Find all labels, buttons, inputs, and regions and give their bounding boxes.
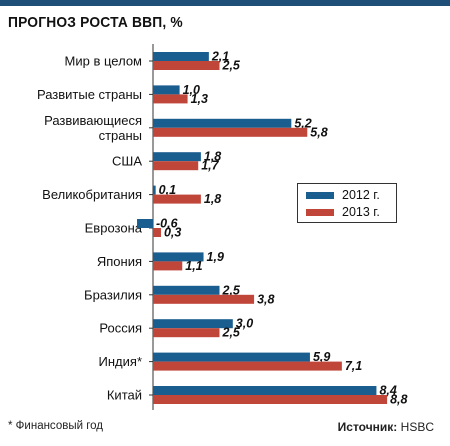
bar-2013-бразилия [153,294,255,304]
data-label-2013-развитые-страны: 1,3 [191,92,208,106]
data-label-2012-бразилия: 2,5 [222,283,241,297]
data-label-2013-мир-в-целом: 2,5 [222,59,241,73]
data-label-2013-индия: 7,1 [345,359,362,373]
bar-2013-развитые-страны [153,94,188,104]
bar-2013-китай [153,395,388,404]
bar-2012-китай [153,386,377,395]
legend-item-2013: 2013 г. [306,205,380,219]
category-label-япония: Япония [97,254,142,269]
category-label-индия: Индия* [99,354,142,369]
source-note: Источник: HSBC [338,420,434,434]
data-label-2012-япония: 1,9 [207,250,224,264]
legend-label-2012: 2012 г. [342,188,380,202]
source-value: HSBC [400,420,434,434]
data-label-2013-бразилия: 3,8 [257,292,274,306]
category-label-сша: США [112,154,142,169]
bar-2013-япония [153,261,183,271]
category-label-мир-в-целом: Мир в целом [65,54,143,69]
data-label-2013-развивающиеся-страны: 5,8 [310,125,327,139]
bar-2012-индия [153,352,310,362]
data-label-2013-россия: 2,5 [222,326,241,340]
data-label-2013-еврозона: 0,3 [164,226,181,240]
category-label-бразилия: Бразилия [84,287,142,302]
legend: 2012 г. 2013 г. [297,183,397,223]
bar-2013-еврозона [153,228,161,237]
footnote: * Финансовый год [8,420,103,432]
chart-title: ПРОГНОЗ РОСТА ВВП, % [8,14,183,31]
bar-2012-сша [153,152,201,162]
category-label-развивающиеся-страны: Развивающиеся страны [44,113,142,143]
bar-2013-великобритания [153,194,201,204]
bar-2012-россия [153,319,233,329]
top-accent-bar [0,0,450,6]
data-label-2013-япония: 1,1 [185,259,202,273]
legend-item-2012: 2012 г. [306,188,380,202]
category-label-развитые-страны: Развитые страны [37,87,142,102]
bar-2013-индия [153,361,342,371]
bar-2012-бразилия [153,285,220,295]
data-label-2012-развивающиеся-страны: 5,2 [294,116,311,130]
legend-label-2013: 2013 г. [342,205,380,219]
bar-2013-россия [153,328,220,338]
data-label-2012-великобритания: 0,1 [159,183,176,197]
category-label-россия: Россия [99,321,142,336]
data-label-2012-развитые-страны: 1,0 [183,83,200,97]
bar-2012-япония [153,252,204,262]
data-label-2012-индия: 5,9 [313,350,330,364]
data-label-2013-сша: 1,7 [201,159,219,173]
bar-2013-сша [153,161,199,171]
category-label-великобритания: Великобритания [42,187,142,202]
data-label-2012-еврозона: -0,6 [156,217,179,231]
category-label-китай: Китай [107,388,142,403]
bar-2012-великобритания [153,185,156,195]
bar-2013-мир-в-целом [153,61,220,70]
bar-2012-развитые-страны [153,85,180,95]
data-label-2013-великобритания: 1,8 [204,192,221,206]
data-label-2012-сша: 1,8 [204,150,221,164]
data-label-2013-китай: 8,8 [390,393,407,407]
data-label-2012-китай: 8,4 [379,384,396,398]
legend-swatch-2012 [306,191,334,199]
source-label: Источник: [337,420,398,434]
category-label-еврозона: Еврозона [85,221,143,236]
legend-swatch-2013 [306,208,334,216]
bar-2012-еврозона [137,219,153,228]
bar-2012-развивающиеся-страны [153,118,292,128]
data-label-2012-россия: 3,0 [236,317,253,331]
bar-2013-развивающиеся-страны [153,127,308,137]
bar-2012-мир-в-целом [153,52,209,61]
data-label-2012-мир-в-целом: 2,1 [211,50,229,64]
